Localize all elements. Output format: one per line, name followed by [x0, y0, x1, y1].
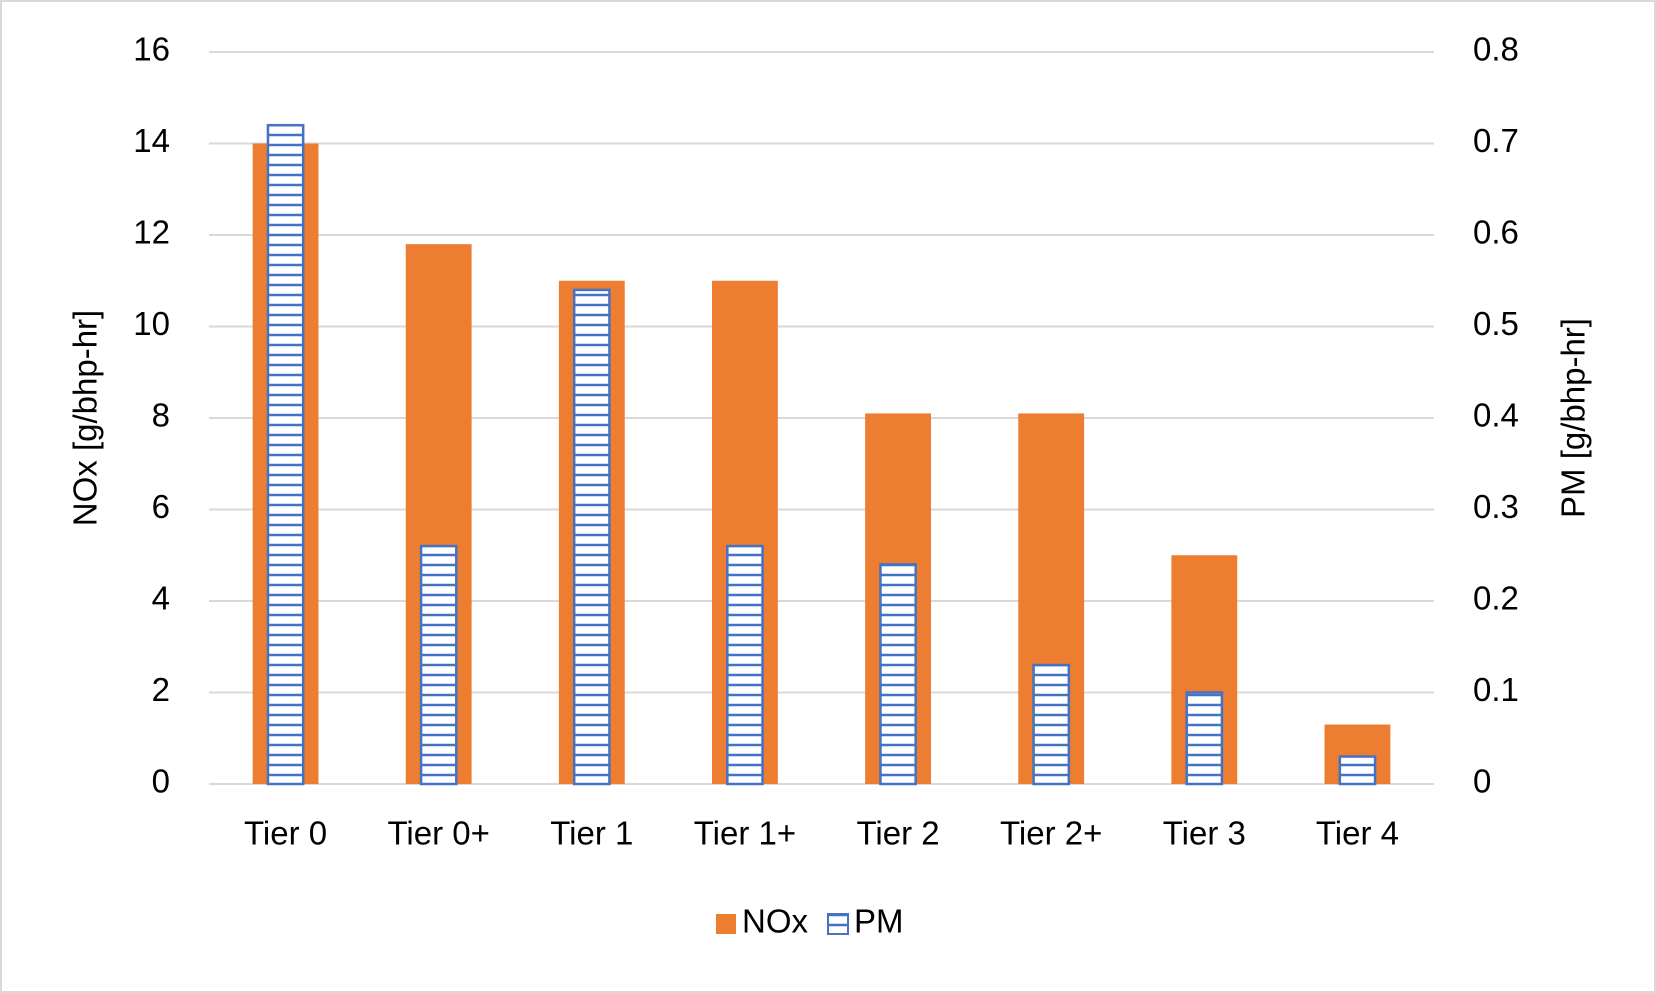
y-tick-label: 10 — [133, 305, 170, 342]
y2-tick-label: 0.2 — [1473, 580, 1519, 617]
y2-tick-label: 0.1 — [1473, 671, 1519, 708]
bar — [572, 288, 611, 786]
bar — [1185, 691, 1224, 786]
x-tick-label: Tier 4 — [1316, 815, 1399, 852]
y2-tick-label: 0.8 — [1473, 31, 1519, 68]
x-tick-label: Tier 1+ — [694, 815, 796, 852]
x-tick-label: Tier 0+ — [387, 815, 489, 852]
x-tick-label: Tier 3 — [1163, 815, 1246, 852]
bar — [1032, 663, 1071, 786]
y2-tick-label: 0.7 — [1473, 122, 1519, 159]
y-tick-label: 16 — [133, 31, 170, 68]
y-tick-label: 4 — [152, 580, 170, 617]
bar — [726, 544, 764, 786]
y-tick-label: 12 — [133, 214, 170, 251]
y2-tick-label: 0.6 — [1473, 214, 1519, 251]
legend-swatch — [716, 914, 736, 934]
y2-tick-label: 0 — [1473, 763, 1491, 800]
y2-tick-label: 0.3 — [1473, 488, 1519, 525]
bar — [879, 563, 917, 786]
bar — [1338, 755, 1377, 786]
y-tick-label: 8 — [152, 397, 170, 434]
y-tick-label: 2 — [152, 671, 170, 708]
bar — [266, 123, 305, 786]
y-tick-label: 14 — [133, 122, 170, 159]
x-tick-label: Tier 1 — [550, 815, 633, 852]
y2-axis-label: PM [g/bhp-hr] — [1555, 318, 1592, 518]
legend-swatch — [827, 913, 849, 935]
x-tick-label: Tier 2+ — [1000, 815, 1102, 852]
legend-label: PM — [854, 903, 904, 940]
y-tick-label: 0 — [152, 763, 170, 800]
y-axis-label: NOx [g/bhp-hr] — [67, 310, 104, 526]
x-tick-label: Tier 0 — [244, 815, 327, 852]
x-tick-label: Tier 2 — [856, 815, 939, 852]
y-tick-label: 6 — [152, 488, 170, 525]
y2-tick-label: 0.4 — [1473, 397, 1519, 434]
legend-label: NOx — [742, 903, 809, 940]
bar — [419, 544, 458, 786]
y2-tick-label: 0.5 — [1473, 305, 1519, 342]
